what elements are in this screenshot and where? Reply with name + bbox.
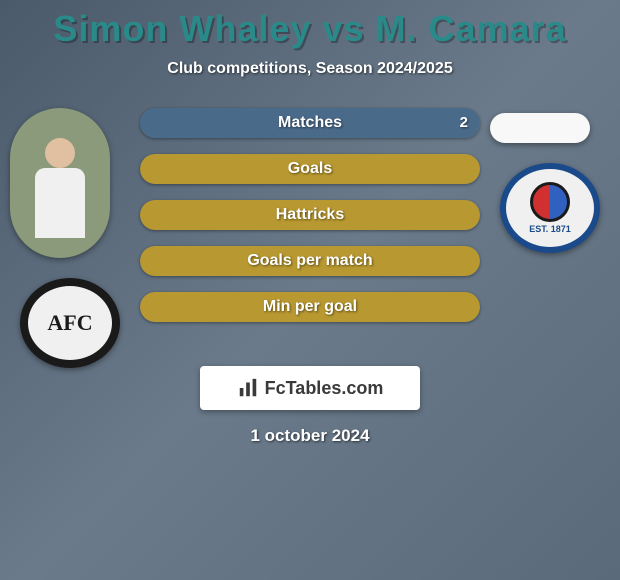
date-text: 1 october 2024 [0,426,620,446]
player-right-avatar [490,113,590,143]
subtitle: Club competitions, Season 2024/2025 [0,60,620,78]
stat-row: Goals [140,154,480,184]
stat-label: Hattricks [140,200,480,230]
brand-badge: FcTables.com [200,366,420,410]
stat-label: Min per goal [140,292,480,322]
player-left-avatar [10,108,110,258]
club-left-badge: AFC [20,278,120,368]
club-right-icon [530,182,570,222]
stat-bars: Matches2 Goals Hattricks Goals per match Min… [140,108,480,338]
stat-row: Matches2 [140,108,480,138]
club-right-est: EST. 1871 [529,224,571,234]
page-title: Simon Whaley vs M. Camara [0,0,620,50]
stat-label: Matches [140,108,480,138]
stat-label: Goals [140,154,480,184]
stat-row: Min per goal [140,292,480,322]
brand-text: FcTables.com [265,378,384,399]
stat-row: Hattricks [140,200,480,230]
stat-row: Goals per match [140,246,480,276]
chart-icon [237,377,259,399]
stat-label: Goals per match [140,246,480,276]
stat-value-right: 2 [460,108,468,138]
club-right-badge: EST. 1871 [500,163,600,253]
club-left-text: AFC [47,310,92,336]
